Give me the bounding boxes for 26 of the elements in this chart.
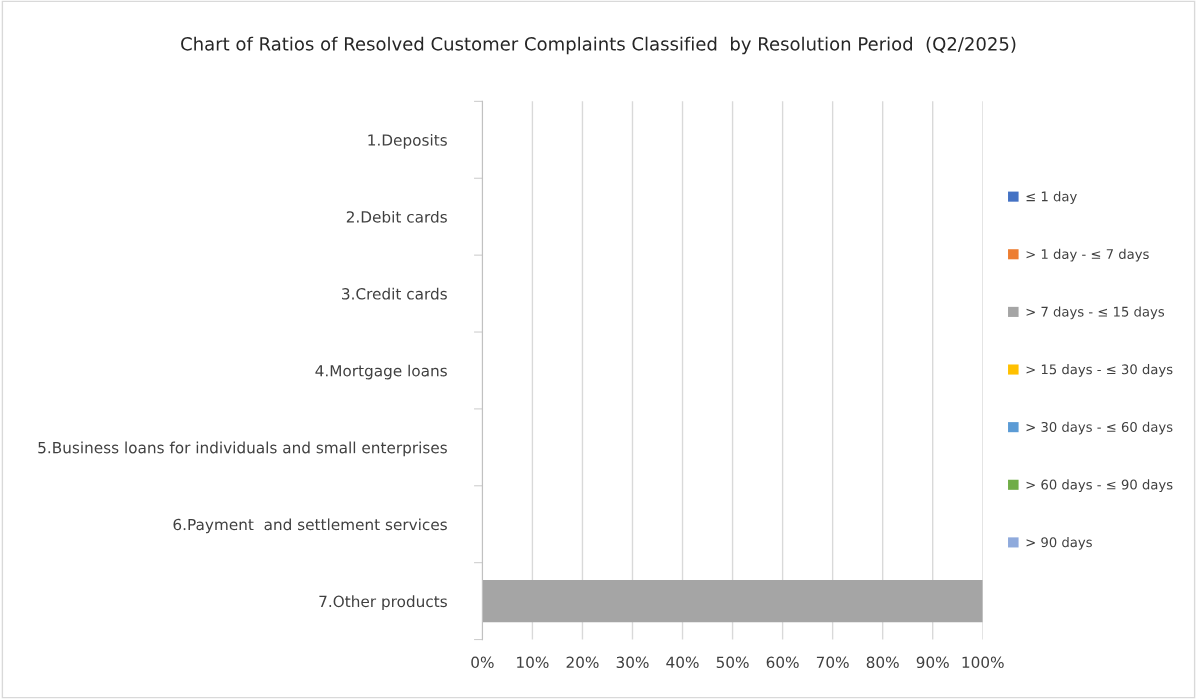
legend-label: > 7 days - ≤ 15 days: [1026, 306, 1165, 320]
x-tick-label: 60%: [766, 656, 799, 669]
y-tick-label: 4.Mortgage loans: [315, 364, 447, 380]
x-tick-label: 100%: [962, 656, 1004, 669]
legend-label: ≤ 1 day: [1026, 191, 1077, 204]
legend-label: > 15 days - ≤ 30 days: [1026, 364, 1173, 377]
legend-label: > 30 days - ≤ 60 days: [1026, 421, 1173, 435]
x-tick-label: 20%: [566, 656, 599, 669]
legend-label: > 1 day - ≤ 7 days: [1026, 248, 1149, 262]
y-tick-label: 5.Business loans for individuals and small enterprises: [38, 441, 447, 457]
x-tick-label: 30%: [616, 656, 649, 669]
x-tick-label: 50%: [716, 656, 749, 669]
x-tick-label: 90%: [916, 656, 949, 669]
x-tick-label: 70%: [816, 656, 849, 669]
chart-title: Chart of Ratios of Resolved Customer Complaints Classified by Resolution Period (Q2/2025): [181, 36, 1016, 55]
y-tick-label: 1.Deposits: [368, 134, 447, 149]
legend-label: > 60 days - ≤ 90 days: [1026, 479, 1173, 493]
x-tick-label: 10%: [517, 656, 549, 669]
x-tick-label: 40%: [666, 656, 699, 669]
y-tick-label: 3.Credit cards: [342, 287, 447, 300]
x-tick-label: 80%: [866, 656, 899, 669]
y-tick-label: 6.Payment and settlement services: [173, 518, 447, 534]
y-tick-label: 2.Debit cards: [346, 210, 447, 223]
legend-label: > 90 days: [1026, 536, 1092, 550]
x-tick-label: 0%: [471, 656, 494, 669]
y-tick-label: 7.Other products: [319, 595, 447, 611]
